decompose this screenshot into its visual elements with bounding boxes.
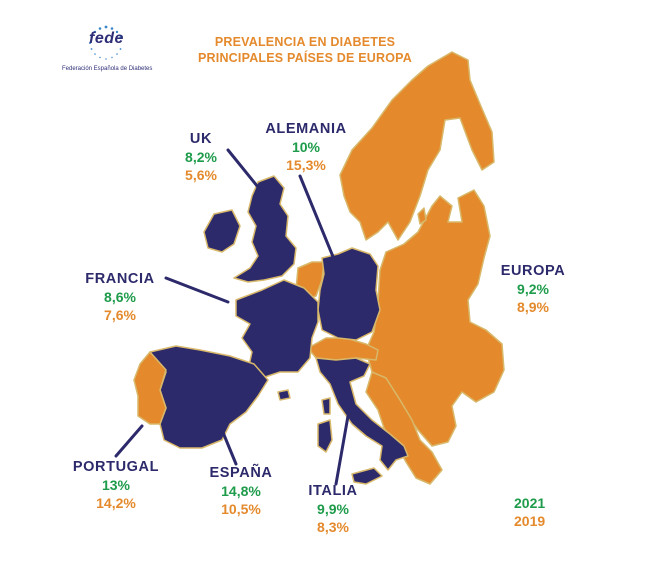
value-2021: 13%: [101, 477, 131, 493]
value-2019: 8,9%: [517, 299, 549, 315]
title-line-1: PREVALENCIA EN DIABETES: [214, 35, 396, 49]
island-corsica: [321, 397, 331, 415]
value-2019: 15,3%: [286, 157, 326, 173]
label-italia: ITALIA 9,9% 8,3%: [300, 482, 366, 536]
logo-text: fede: [89, 30, 124, 47]
country-france: [235, 279, 319, 379]
pointer-portugal: [114, 424, 144, 458]
value-2019: 14,2%: [96, 495, 136, 511]
country-name: PORTUGAL: [72, 459, 160, 475]
region-name: EUROPA: [500, 263, 566, 279]
value-2021: 9,2%: [517, 281, 549, 297]
value-2019: 5,6%: [185, 167, 217, 183]
label-europa: EUROPA 9,2% 8,9%: [498, 262, 568, 316]
country-ireland: [203, 209, 241, 253]
value-2019: 8,3%: [317, 519, 349, 535]
scandinavia: [339, 51, 495, 241]
page-title: PREVALENCIA EN DIABETES PRINCIPALES PAÍS…: [196, 34, 414, 66]
pointer-francia: [164, 276, 230, 304]
pointer-alemania: [298, 174, 338, 266]
country-name: UK: [189, 131, 213, 147]
value-2021: 10%: [291, 139, 321, 155]
year-legend: 2021 2019: [514, 494, 545, 530]
country-name: ALEMANIA: [265, 121, 347, 137]
value-2019: 10,5%: [221, 501, 261, 517]
alpine-band: [307, 337, 379, 361]
island-sardinia: [317, 419, 333, 453]
country-portugal: [133, 351, 167, 425]
value-2021: 14,8%: [221, 483, 261, 499]
label-uk: UK 8,2% 5,6%: [176, 130, 226, 184]
pointer-espana: [220, 428, 238, 466]
pointer-uk: [226, 148, 264, 194]
label-portugal: PORTUGAL 13% 14,2%: [68, 458, 164, 512]
legend-2021: 2021: [514, 495, 546, 511]
country-uk: [233, 175, 297, 283]
logo-dots-ring: [89, 25, 122, 60]
legend-2019: 2019: [514, 513, 546, 529]
country-italy: [315, 357, 409, 471]
value-2021: 9,9%: [317, 501, 349, 517]
island-baleares: [277, 389, 291, 401]
country-name: FRANCIA: [85, 271, 155, 287]
value-2021: 8,6%: [104, 289, 136, 305]
balkans: [365, 371, 443, 485]
value-2019: 7,6%: [104, 307, 136, 323]
country-name: ITALIA: [308, 483, 358, 499]
fede-logo: fede Federación Española de Diabetes: [56, 18, 176, 82]
label-alemania: ALEMANIA 10% 15,3%: [256, 120, 356, 174]
label-francia: FRANCIA 8,6% 7,6%: [78, 270, 162, 324]
value-2021: 8,2%: [185, 149, 217, 165]
title-line-2: PRINCIPALES PAÍSES DE EUROPA: [198, 51, 412, 65]
country-germany: [317, 247, 381, 341]
country-name: ESPAÑA: [209, 465, 273, 481]
label-espana: ESPAÑA 14,8% 10,5%: [202, 464, 280, 518]
pointer-italia: [334, 414, 350, 486]
baltic-island: [417, 207, 427, 225]
island-sicily: [351, 467, 383, 485]
logo-caption: Federación Española de Diabetes: [62, 66, 153, 72]
